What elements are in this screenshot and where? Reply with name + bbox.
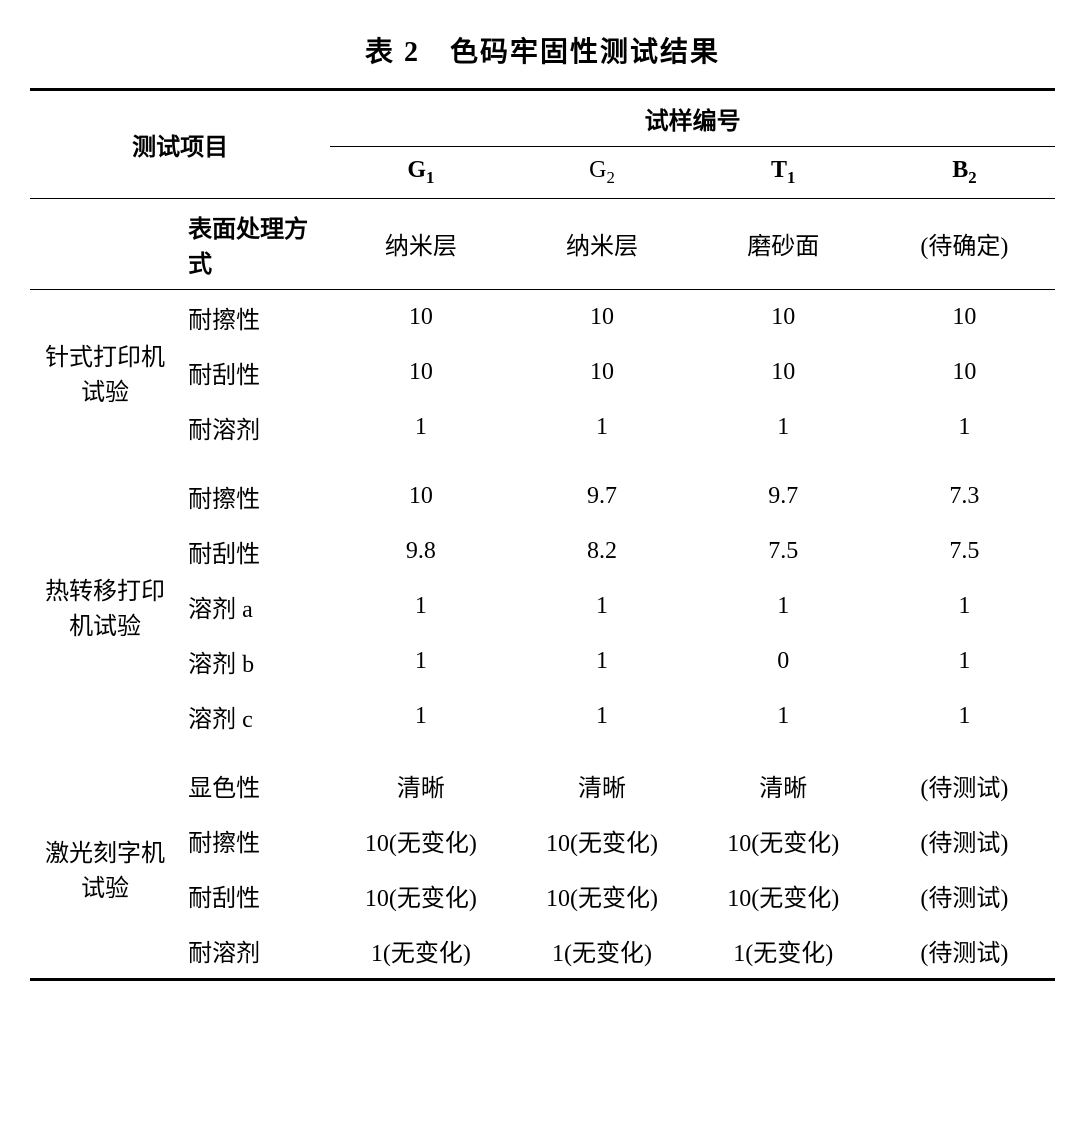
surface-v2: 磨砂面 <box>693 198 874 289</box>
cell-0-1-3: 10 <box>874 345 1055 400</box>
cell-1-3-3: 1 <box>874 634 1055 689</box>
attr-2-0: 显色性 <box>180 758 330 813</box>
surface-blank <box>30 198 180 289</box>
cell-0-1-2: 10 <box>693 345 874 400</box>
cell-0-2-3: 1 <box>874 400 1055 455</box>
cell-2-0-0: 清晰 <box>330 758 511 813</box>
attr-0-0: 耐擦性 <box>180 289 330 345</box>
header-sample-3: B2 <box>874 147 1055 199</box>
header-sample-2: T1 <box>693 147 874 199</box>
group-name-2: 激光刻字机试验 <box>30 758 180 980</box>
cell-0-2-0: 1 <box>330 400 511 455</box>
table-title: 表 2 色码牢固性测试结果 <box>30 30 1055 70</box>
cell-2-1-0: 10(无变化) <box>330 813 511 868</box>
group-spacer-0 <box>30 455 1055 469</box>
cell-1-4-1: 1 <box>511 689 692 744</box>
attr-1-3: 溶剂 b <box>180 634 330 689</box>
attr-2-3: 耐溶剂 <box>180 923 330 980</box>
cell-2-3-1: 1(无变化) <box>511 923 692 980</box>
cell-2-0-1: 清晰 <box>511 758 692 813</box>
cell-1-0-1: 9.7 <box>511 469 692 524</box>
cell-0-1-0: 10 <box>330 345 511 400</box>
cell-1-2-3: 1 <box>874 579 1055 634</box>
cell-2-3-0: 1(无变化) <box>330 923 511 980</box>
cell-0-2-1: 1 <box>511 400 692 455</box>
cell-1-4-0: 1 <box>330 689 511 744</box>
cell-2-1-1: 10(无变化) <box>511 813 692 868</box>
group-name-0: 针式打印机试验 <box>30 289 180 455</box>
cell-2-1-2: 10(无变化) <box>693 813 874 868</box>
cell-0-1-1: 10 <box>511 345 692 400</box>
cell-2-3-3: (待测试) <box>874 923 1055 980</box>
attr-2-2: 耐刮性 <box>180 868 330 923</box>
cell-2-2-2: 10(无变化) <box>693 868 874 923</box>
cell-1-3-0: 1 <box>330 634 511 689</box>
attr-1-1: 耐刮性 <box>180 524 330 579</box>
cell-0-0-0: 10 <box>330 289 511 345</box>
cell-2-3-2: 1(无变化) <box>693 923 874 980</box>
cell-1-3-2: 0 <box>693 634 874 689</box>
cell-1-0-3: 7.3 <box>874 469 1055 524</box>
cell-0-2-2: 1 <box>693 400 874 455</box>
cell-1-3-1: 1 <box>511 634 692 689</box>
surface-label: 表面处理方式 <box>180 198 330 289</box>
surface-v1: 纳米层 <box>511 198 692 289</box>
header-test-item: 测试项目 <box>30 90 330 199</box>
attr-1-4: 溶剂 c <box>180 689 330 744</box>
cell-0-0-1: 10 <box>511 289 692 345</box>
cell-1-2-2: 1 <box>693 579 874 634</box>
attr-2-1: 耐擦性 <box>180 813 330 868</box>
cell-1-0-2: 9.7 <box>693 469 874 524</box>
cell-1-2-1: 1 <box>511 579 692 634</box>
attr-0-1: 耐刮性 <box>180 345 330 400</box>
cell-2-2-3: (待测试) <box>874 868 1055 923</box>
cell-2-0-3: (待测试) <box>874 758 1055 813</box>
surface-v3: (待确定) <box>874 198 1055 289</box>
group-spacer-1 <box>30 744 1055 758</box>
cell-2-0-2: 清晰 <box>693 758 874 813</box>
header-sample-1: G2 <box>511 147 692 199</box>
cell-2-2-1: 10(无变化) <box>511 868 692 923</box>
cell-2-2-0: 10(无变化) <box>330 868 511 923</box>
group-name-1: 热转移打印机试验 <box>30 469 180 744</box>
cell-1-1-1: 8.2 <box>511 524 692 579</box>
header-sample-0: G1 <box>330 147 511 199</box>
cell-1-1-2: 7.5 <box>693 524 874 579</box>
cell-1-2-0: 1 <box>330 579 511 634</box>
attr-1-2: 溶剂 a <box>180 579 330 634</box>
cell-2-1-3: (待测试) <box>874 813 1055 868</box>
results-table: 测试项目 试样编号 G1G2T1B2 表面处理方式 纳米层 纳米层 磨砂面 (待… <box>30 88 1055 981</box>
cell-1-4-3: 1 <box>874 689 1055 744</box>
cell-1-0-0: 10 <box>330 469 511 524</box>
attr-1-0: 耐擦性 <box>180 469 330 524</box>
cell-1-1-0: 9.8 <box>330 524 511 579</box>
attr-0-2: 耐溶剂 <box>180 400 330 455</box>
cell-0-0-2: 10 <box>693 289 874 345</box>
cell-1-1-3: 7.5 <box>874 524 1055 579</box>
surface-v0: 纳米层 <box>330 198 511 289</box>
cell-1-4-2: 1 <box>693 689 874 744</box>
header-sample-no: 试样编号 <box>330 90 1055 147</box>
cell-0-0-3: 10 <box>874 289 1055 345</box>
